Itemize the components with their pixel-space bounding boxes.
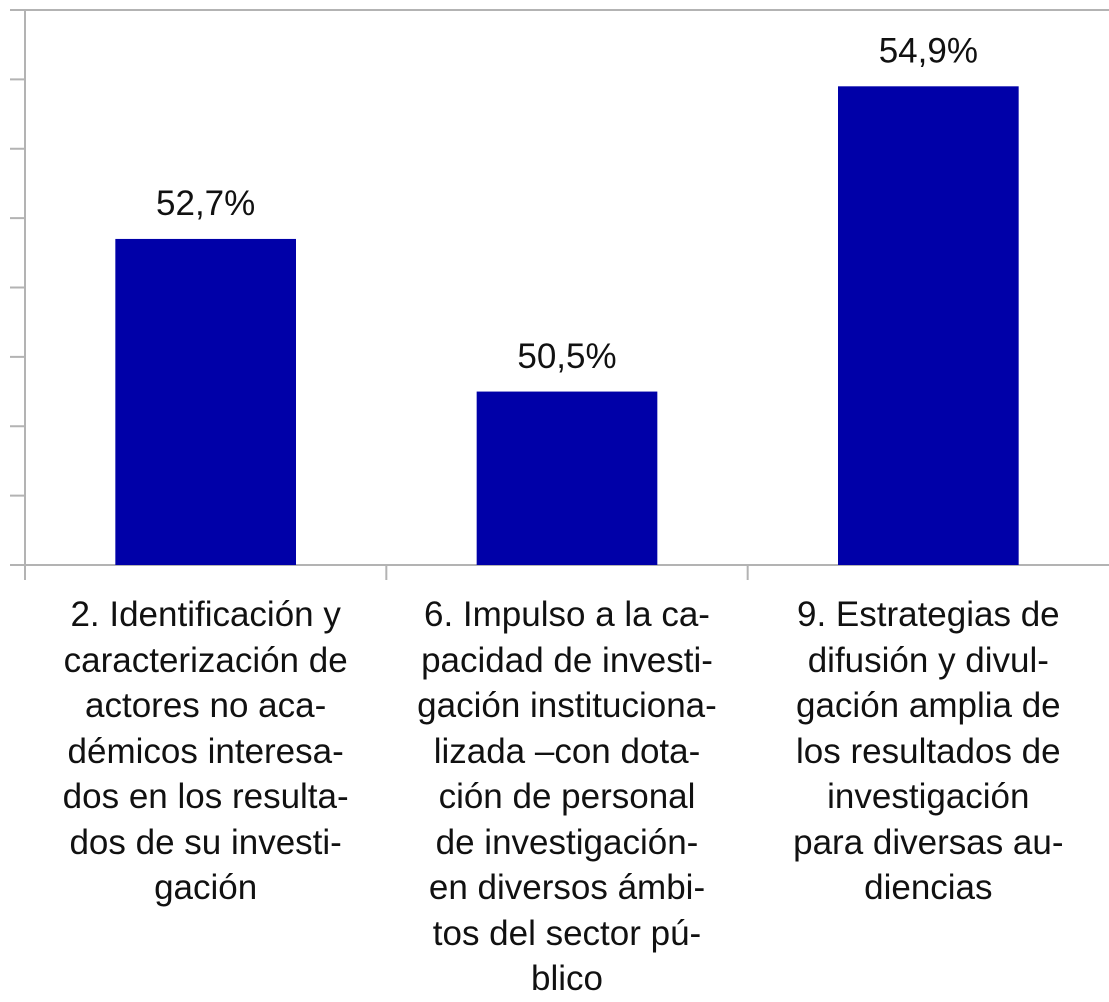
bar (476, 391, 658, 565)
x-tick-label: 9. Estrategias de difusión y divul- gaci… (793, 595, 1064, 907)
data-label: 50,5% (517, 337, 616, 376)
bar (838, 86, 1019, 565)
bar (115, 238, 296, 565)
x-tick-label: 6. Impulso a la ca- pacidad de investi- … (417, 595, 717, 998)
x-tick-label: 2. Identificación y caracterización de a… (62, 595, 349, 907)
data-label: 54,9% (879, 32, 978, 71)
data-label: 52,7% (156, 184, 255, 223)
